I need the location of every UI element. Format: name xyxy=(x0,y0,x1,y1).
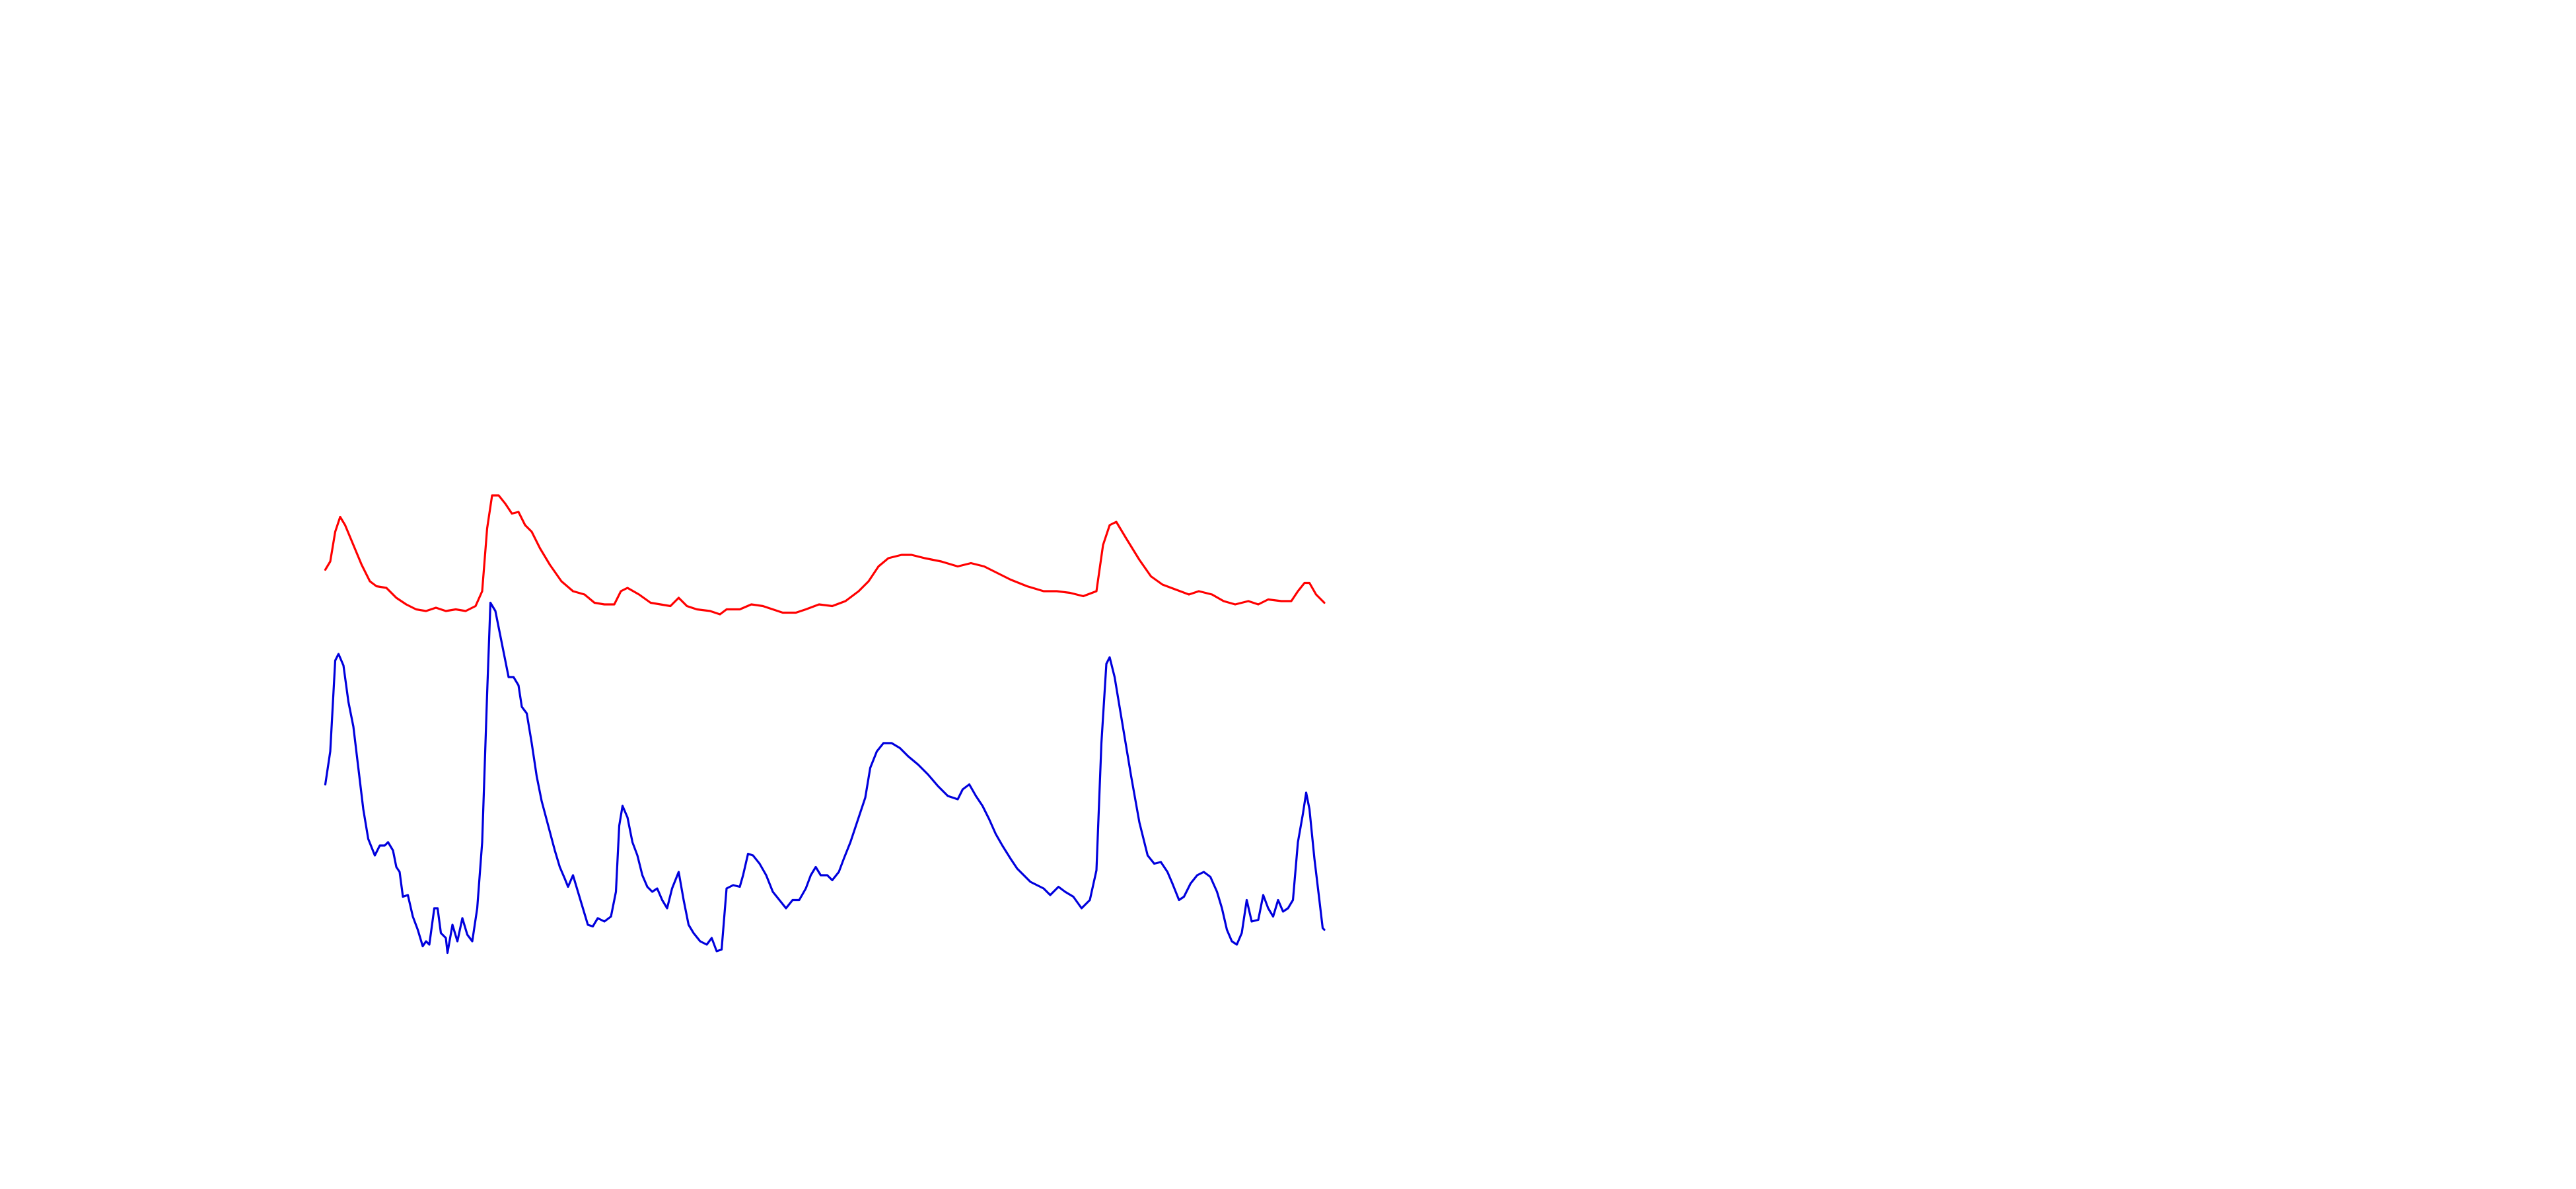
line-series xyxy=(324,601,1326,955)
line-series xyxy=(324,494,1326,616)
